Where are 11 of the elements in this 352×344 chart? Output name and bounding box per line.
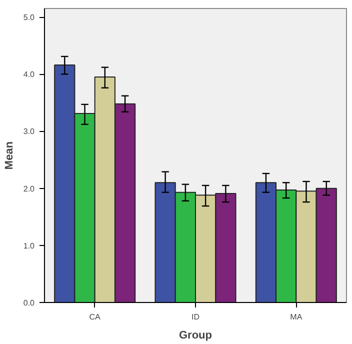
x-tick-label: CA — [89, 312, 102, 322]
x-tick-label: MA — [290, 312, 303, 322]
x-tick-label: ID — [192, 312, 200, 322]
y-tick-label: 2.0 — [23, 184, 36, 194]
y-tick-label: 0.0 — [23, 298, 36, 308]
y-tick-label: 4.0 — [23, 70, 36, 80]
y-tick-label: 1.0 — [23, 241, 36, 250]
y-tick-label: 3.0 — [23, 127, 36, 136]
y-tick-label: 5.0 — [23, 13, 36, 22]
y-axis-title: Mean — [3, 141, 16, 170]
x-axis-title: Group — [179, 330, 212, 342]
